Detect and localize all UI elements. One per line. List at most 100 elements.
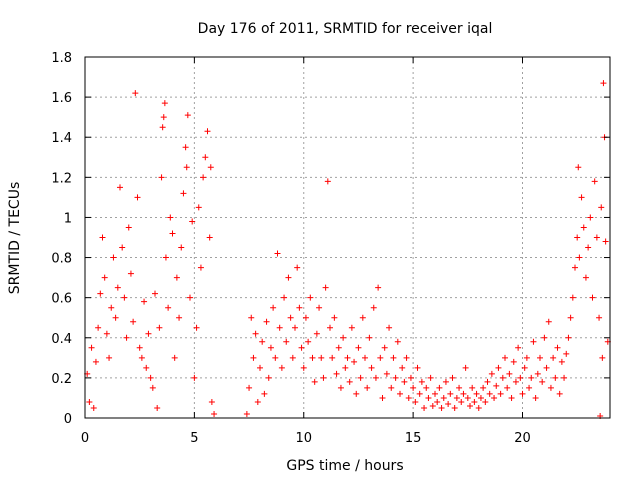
data-point — [598, 204, 605, 211]
data-point — [480, 384, 487, 391]
data-point — [534, 370, 541, 377]
data-point — [320, 374, 327, 381]
data-point — [521, 364, 528, 371]
data-point — [475, 404, 482, 411]
data-point — [119, 244, 126, 251]
chart-title: Day 176 of 2011, SRMTID for receiver iqa… — [198, 21, 493, 37]
data-point — [346, 378, 353, 385]
data-point — [558, 358, 565, 365]
data-point — [103, 330, 110, 337]
data-point — [377, 354, 384, 361]
data-point — [403, 354, 410, 361]
data-point — [530, 338, 537, 345]
data-point — [528, 374, 535, 381]
x-tick-label: 10 — [295, 431, 312, 446]
data-point — [149, 384, 156, 391]
data-point — [274, 250, 281, 257]
y-tick-label: 1 — [64, 211, 72, 226]
data-point — [200, 174, 207, 181]
data-point — [145, 330, 152, 337]
y-tick-label: 0.6 — [51, 292, 72, 307]
data-point — [515, 344, 522, 351]
data-point — [182, 144, 189, 151]
data-point — [539, 378, 546, 385]
data-point — [364, 384, 371, 391]
data-point — [127, 270, 134, 277]
data-point — [517, 374, 524, 381]
data-point — [101, 274, 108, 281]
data-point — [158, 174, 165, 181]
data-point — [423, 384, 430, 391]
data-point — [141, 298, 148, 305]
data-point — [357, 374, 364, 381]
data-point — [412, 398, 419, 405]
data-point — [434, 398, 441, 405]
data-point — [462, 364, 469, 371]
data-point — [178, 244, 185, 251]
data-point — [383, 370, 390, 377]
data-point — [278, 364, 285, 371]
data-point — [386, 324, 393, 331]
data-point — [508, 394, 515, 401]
data-point — [599, 354, 606, 361]
data-point — [381, 344, 388, 351]
data-point — [368, 364, 375, 371]
data-point — [272, 354, 279, 361]
data-point — [254, 398, 261, 405]
data-point — [187, 294, 193, 301]
data-point — [512, 378, 519, 385]
data-point — [206, 234, 213, 241]
data-point — [471, 398, 478, 405]
y-tick-label: 0.4 — [51, 332, 72, 347]
data-point — [407, 374, 414, 381]
data-point — [572, 264, 578, 271]
data-point — [184, 112, 191, 119]
y-tick-label: 0.8 — [51, 252, 72, 267]
data-point — [257, 364, 263, 371]
data-point — [324, 178, 331, 185]
data-point — [125, 224, 132, 231]
data-point — [335, 344, 342, 351]
data-point — [491, 394, 498, 401]
data-point — [261, 390, 268, 397]
data-point — [504, 384, 511, 391]
y-tick-label: 0 — [64, 412, 72, 427]
data-point — [112, 314, 119, 321]
data-point — [246, 384, 253, 391]
data-point — [473, 390, 480, 397]
data-point — [451, 404, 458, 411]
data-point — [331, 314, 338, 321]
data-point — [329, 354, 336, 361]
data-point — [287, 314, 294, 321]
data-point — [132, 90, 139, 97]
data-point — [445, 400, 452, 407]
data-point — [547, 384, 554, 391]
data-point — [567, 314, 574, 321]
data-point — [499, 374, 506, 381]
data-point — [425, 394, 432, 401]
data-point — [88, 344, 95, 351]
x-tick-label: 5 — [190, 431, 198, 446]
data-point — [195, 204, 202, 211]
data-point — [449, 374, 456, 381]
data-point — [397, 390, 403, 397]
data-point — [596, 314, 603, 321]
data-point — [543, 364, 550, 371]
data-point — [243, 410, 250, 417]
data-point — [333, 370, 340, 377]
data-point — [136, 344, 143, 351]
data-point — [469, 384, 476, 391]
data-point — [162, 254, 169, 261]
data-point — [259, 338, 266, 345]
data-point — [250, 354, 257, 361]
data-point — [211, 410, 218, 417]
y-tick-label: 1.4 — [51, 131, 72, 146]
data-point — [296, 304, 303, 311]
data-point — [316, 304, 323, 311]
data-point — [337, 384, 344, 391]
data-point — [602, 238, 609, 245]
data-point — [180, 190, 187, 197]
x-tick-label: 0 — [81, 431, 89, 446]
data-point — [440, 394, 447, 401]
